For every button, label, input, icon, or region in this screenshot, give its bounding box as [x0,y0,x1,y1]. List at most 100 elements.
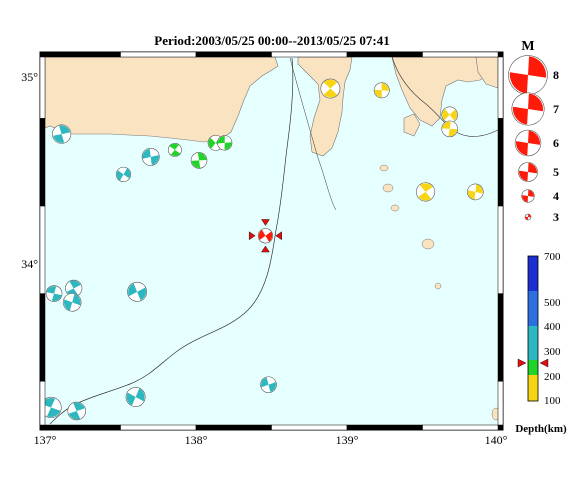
depth-label: 200 [544,371,561,383]
depth-label: 500 [544,297,561,309]
event-beachball [115,166,132,182]
frame-segment [195,51,272,58]
frame-segment [422,51,499,58]
event-beachball [167,142,182,157]
frame-corner [40,52,45,57]
magnitude-legend-symbol [518,162,538,182]
depth-label: 300 [544,346,561,358]
depth-scale-border [527,255,539,402]
frame-segment [422,424,499,431]
frame-segment [44,51,121,58]
lon-tick-label: 140° [485,433,508,447]
frame-segment [271,424,348,431]
frame-segment [120,424,197,431]
map-frame [39,51,504,431]
depth-band-green [528,360,538,375]
trench-line [49,57,294,425]
event-beachball [67,401,86,421]
magnitude-legend-symbol [514,129,542,157]
event-beachball [52,124,72,144]
depth-band-yellow [528,375,538,401]
magnitude-legend-label: 6 [553,136,559,150]
island-miyake [421,238,435,250]
island-oshima [403,113,421,137]
land-izu [297,56,353,157]
event-beachball [320,78,341,99]
map-title: Period:2003/05/25 00:00--2013/05/25 07:4… [154,33,389,48]
event-beachball [441,106,458,124]
event-beachball [257,228,274,244]
magnitude-legend: M 8 7 6 5 4 3 [508,39,559,224]
event-beachball [373,82,390,99]
depth-legend: 700 500 400 300 200 100 Depth(km) [515,251,567,435]
depth-marker-left-icon [517,358,527,368]
event-beachball [441,120,458,138]
frame-segment [39,118,46,207]
lon-tick-label: 139° [336,433,359,447]
latest-event-marker-icon [261,219,270,226]
frame-segment [497,380,504,426]
frame-segment [39,205,46,294]
frame-segment [120,51,197,58]
magnitude-legend-symbol [524,213,532,221]
frame-corner [498,52,503,57]
magnitude-legend-label: 7 [553,102,559,116]
frame-segment [195,424,272,431]
frame-segment [44,424,121,431]
event-beachball [125,387,146,407]
event-beachball [141,147,160,166]
event-beachball [45,285,63,302]
frame-segment [39,293,46,382]
magnitude-legend-title: M [521,39,534,54]
event-beachball [415,182,436,202]
island-niijima [382,183,394,193]
depth-label: 700 [544,251,561,263]
lon-tick-label: 138° [185,433,208,447]
depth-band-deep [528,256,538,291]
map-area [40,56,501,425]
island-toshima [379,164,389,172]
depth-band-mid [528,291,538,326]
frame-corner [40,425,45,430]
frame-segment [39,380,46,426]
frame-segment [39,56,46,119]
event-beachball [467,183,484,201]
depth-legend-title: Depth(km) [515,423,567,435]
lat-tick-label: 34° [21,257,38,271]
magnitude-legend-symbol [521,189,535,203]
magnitude-legend-symbol [508,55,548,95]
island-kozushima [390,204,400,212]
depth-band-shallow [528,326,538,360]
events-layer [40,78,484,421]
frame-segment [497,205,504,294]
magnitude-legend-label: 4 [553,189,559,203]
event-beachball [127,281,148,302]
frame-segment [346,424,423,431]
lon-tick-label: 137° [34,433,57,447]
frame-segment [497,118,504,207]
magnitude-legend-label: 8 [553,68,559,82]
event-beachball [62,293,82,312]
depth-label: 400 [544,321,561,333]
frame-segment [271,51,348,58]
latest-event-marker-icon [275,231,282,241]
magnitude-legend-symbol [511,92,545,126]
event-beachball [190,152,208,169]
depth-label: 100 [544,395,561,407]
lat-axis: 35° 34° [21,70,38,271]
magnitude-legend-label: 5 [553,165,559,179]
magnitude-legend-label: 3 [553,210,559,224]
event-beachball [260,376,277,393]
island-mikura [434,282,442,290]
latest-event-marker-icon [261,245,270,253]
frame-corner [498,425,503,430]
depth-marker-right-icon [539,358,549,368]
frame-segment [346,51,423,58]
frame-segment [497,56,504,119]
trench-line-south [289,57,337,211]
frame-segment [497,293,504,382]
event-beachball [217,135,233,151]
lat-tick-label: 35° [21,70,38,84]
trench-line-east [391,56,499,137]
